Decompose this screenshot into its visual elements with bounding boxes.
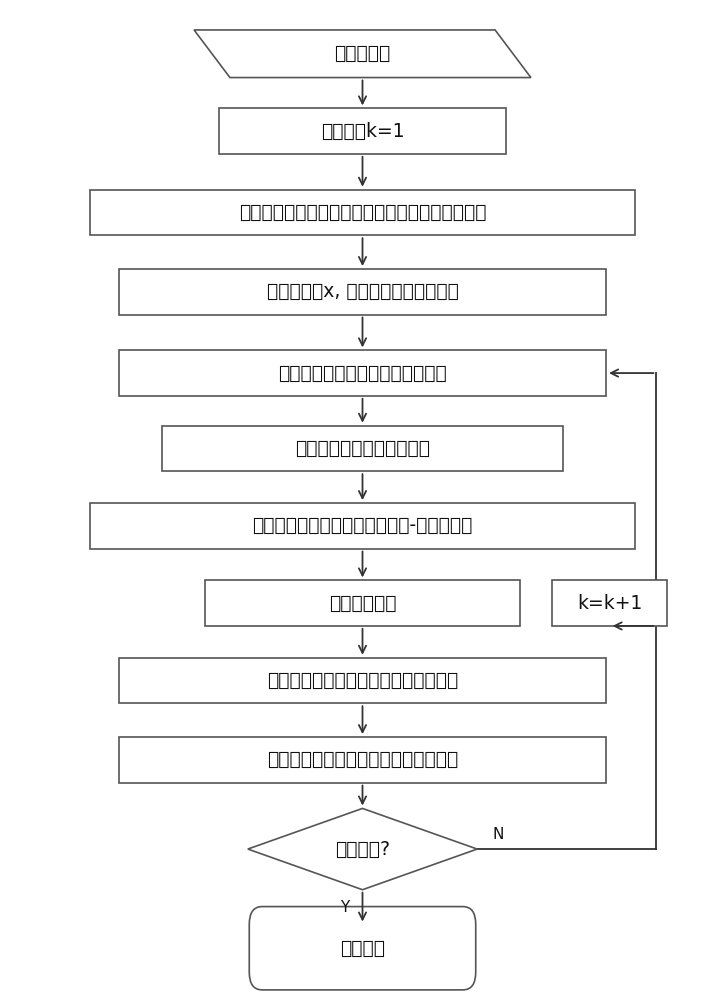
- FancyBboxPatch shape: [90, 503, 635, 549]
- Text: 初始化数据: 初始化数据: [334, 44, 391, 63]
- Text: 利用自变量x, 计算原对偶变量的初值: 利用自变量x, 计算原对偶变量的初值: [267, 282, 458, 301]
- Text: Y: Y: [340, 900, 349, 915]
- FancyBboxPatch shape: [119, 350, 606, 396]
- Text: 迭代步长k=1: 迭代步长k=1: [320, 122, 405, 141]
- FancyBboxPatch shape: [219, 108, 506, 154]
- Text: 输出结果: 输出结果: [340, 939, 385, 958]
- FancyBboxPatch shape: [205, 580, 520, 626]
- FancyBboxPatch shape: [119, 658, 606, 703]
- Text: 形成修正方程式的系数矩阵: 形成修正方程式的系数矩阵: [295, 439, 430, 458]
- FancyBboxPatch shape: [90, 190, 635, 235]
- FancyBboxPatch shape: [552, 580, 667, 626]
- Text: k=k+1: k=k+1: [577, 594, 642, 613]
- FancyBboxPatch shape: [119, 737, 606, 783]
- Text: 修正牛顿方向: 修正牛顿方向: [328, 594, 397, 613]
- Text: 根据中心参数和对偶间隙修正障碍参数: 根据中心参数和对偶间隙修正障碍参数: [267, 750, 458, 769]
- FancyBboxPatch shape: [119, 269, 606, 315]
- Text: 是否收敛?: 是否收敛?: [335, 840, 390, 859]
- Text: 形成目标函数，不等式条件和等式条件的系数矩阵: 形成目标函数，不等式条件和等式条件的系数矩阵: [239, 203, 486, 222]
- Polygon shape: [248, 808, 477, 890]
- FancyBboxPatch shape: [162, 426, 563, 471]
- Text: N: N: [493, 827, 505, 842]
- Text: 求目标函数值、等式和不等式的函数值: 求目标函数值、等式和不等式的函数值: [267, 671, 458, 690]
- Text: 大型稀疏方程组的全选主元高斯-约当消去法: 大型稀疏方程组的全选主元高斯-约当消去法: [252, 516, 473, 535]
- Text: 计算模型的雅可比矩阵和海森矩阵: 计算模型的雅可比矩阵和海森矩阵: [278, 364, 447, 383]
- Polygon shape: [194, 30, 531, 78]
- FancyBboxPatch shape: [249, 907, 476, 990]
